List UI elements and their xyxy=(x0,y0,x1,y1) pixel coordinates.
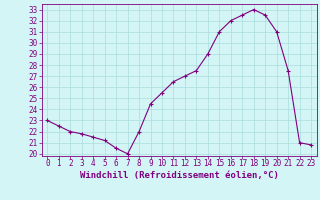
X-axis label: Windchill (Refroidissement éolien,°C): Windchill (Refroidissement éolien,°C) xyxy=(80,171,279,180)
